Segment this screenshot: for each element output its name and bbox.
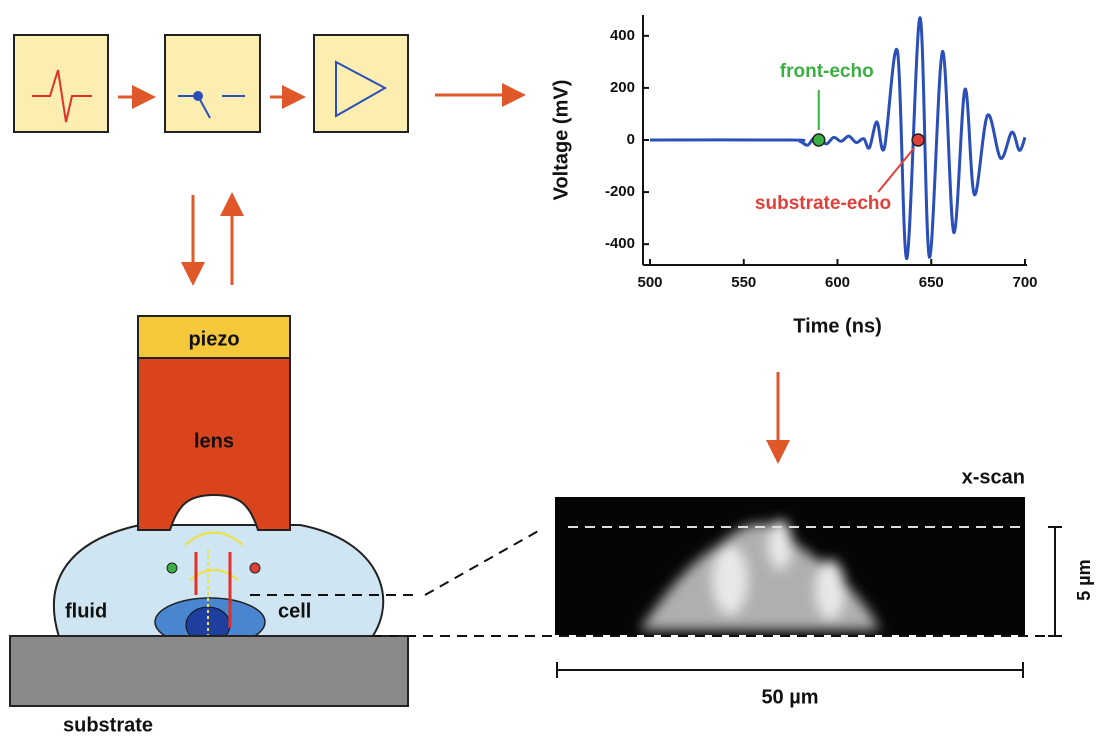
substrate-dot — [250, 563, 260, 573]
annotation-leader — [878, 148, 914, 192]
waveform — [650, 18, 1025, 259]
echo-marker — [912, 134, 924, 146]
annotation: substrate-echo — [755, 193, 891, 214]
x-scan-label: x-scan — [962, 466, 1025, 488]
echo-marker — [813, 134, 825, 146]
cell-label: cell — [278, 600, 311, 622]
y-tick-label: 0 — [627, 131, 635, 148]
x-tick-label: 700 — [1012, 274, 1037, 291]
fluid-label: fluid — [65, 600, 107, 622]
lens-label: lens — [194, 430, 234, 452]
front-dot — [167, 563, 177, 573]
depth-scale-label: 5 µm — [1074, 559, 1094, 600]
y-tick-label: 400 — [610, 27, 635, 44]
x-tick-label: 550 — [731, 274, 756, 291]
figure: piezo lens fluid cell substrate x-scan 5… — [0, 0, 1106, 736]
width-scale-label: 50 µm — [761, 686, 818, 708]
chart: -400 -200 0 200 400 500 550 600 650 700 Time (ns) V… — [550, 15, 1037, 337]
x-tick-label: 500 — [637, 274, 662, 291]
y-axis-label: Voltage (mV) — [550, 80, 572, 201]
substrate-label: substrate — [63, 714, 153, 736]
y-tick-label: -200 — [605, 183, 635, 200]
x-axis-label: Time (ns) — [793, 315, 882, 337]
switch — [165, 35, 260, 132]
signal-chain — [14, 35, 408, 132]
y-tick-label: -400 — [605, 235, 635, 252]
amplifier — [314, 35, 408, 132]
y-tick-label: 200 — [610, 79, 635, 96]
x-tick-label: 650 — [919, 274, 944, 291]
x-tick-label: 600 — [825, 274, 850, 291]
substrate-block — [10, 636, 408, 706]
annotation: front-echo — [780, 61, 874, 82]
piezo-label: piezo — [188, 328, 239, 350]
